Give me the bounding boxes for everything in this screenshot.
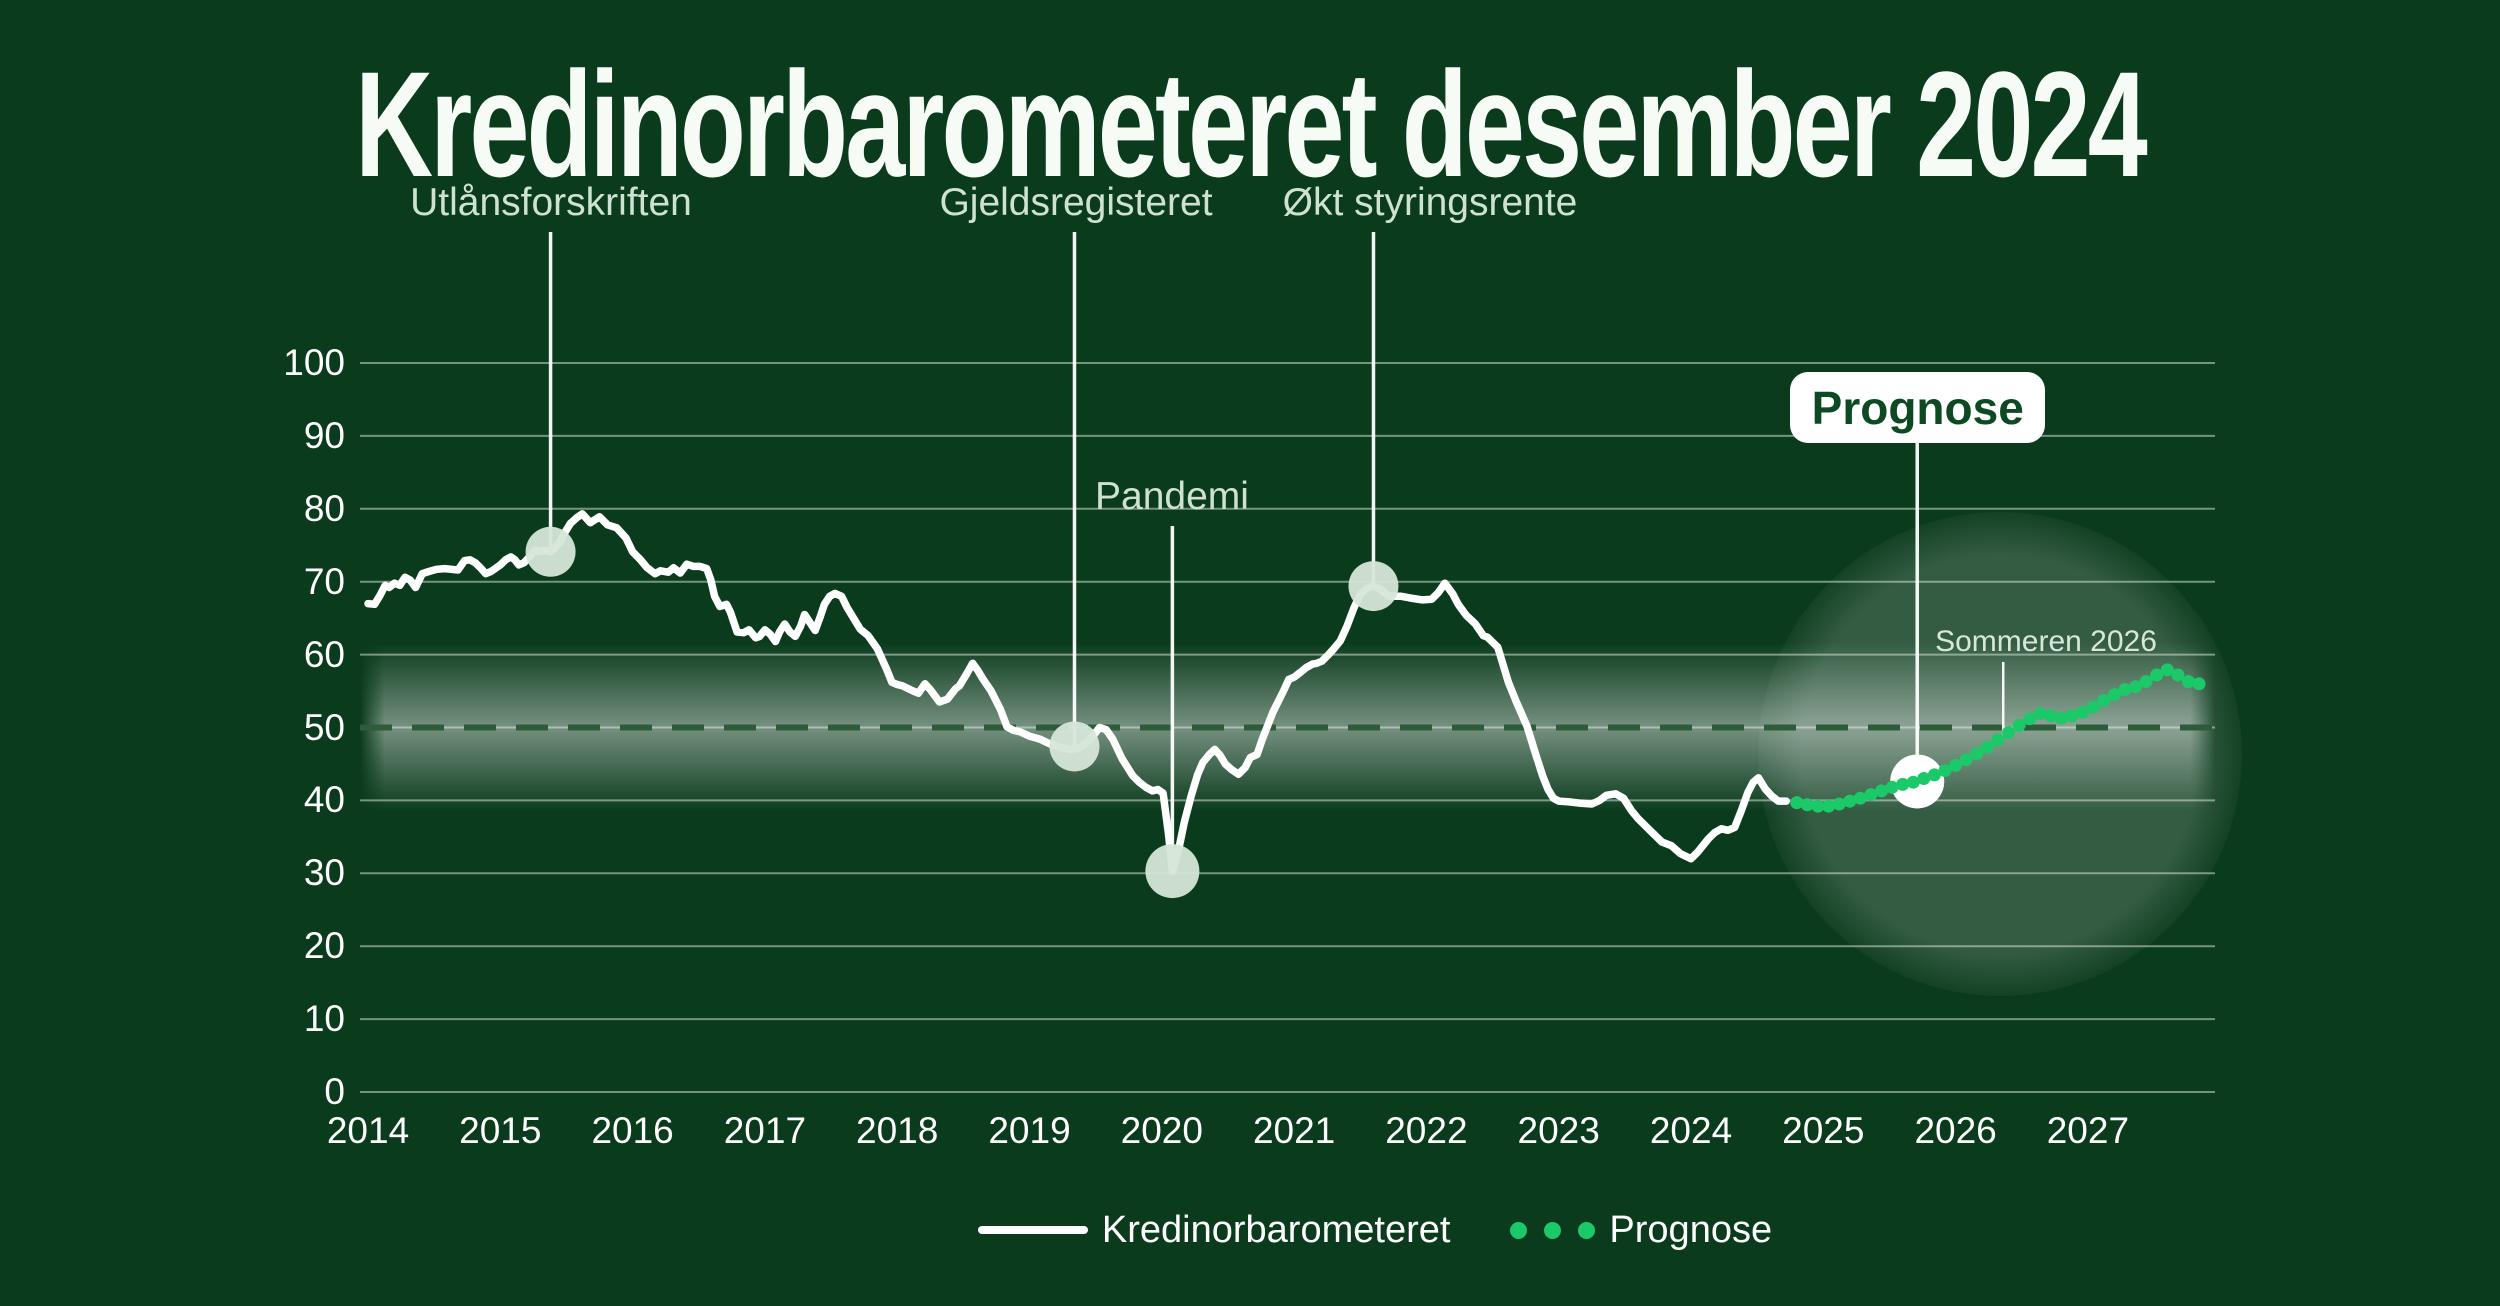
annotation-label-pandemi: Pandemi <box>1095 475 1249 518</box>
x-tick-label-2023: 2023 <box>1517 1110 1600 1151</box>
x-tick-label-2021: 2021 <box>1252 1110 1336 1151</box>
x-tick-label-2027: 2027 <box>2046 1110 2130 1151</box>
x-tick-label-2017: 2017 <box>723 1110 807 1151</box>
prognose-dot <box>2076 705 2090 719</box>
y-tick-label-10: 10 <box>303 998 345 1040</box>
y-tick-label-90: 90 <box>303 414 345 456</box>
prognose-dot <box>1843 794 1857 808</box>
event-marker-okt-styringsrente <box>1348 561 1399 612</box>
dotted-line-swatch-icon <box>1510 1221 1596 1239</box>
prognose-dot <box>1917 772 1931 785</box>
prognose-dot <box>1927 768 1941 782</box>
prognose-dot <box>1885 780 1899 794</box>
x-tick-label-2016: 2016 <box>591 1110 674 1151</box>
prognose-dot <box>2171 668 2185 682</box>
y-tick-label-20: 20 <box>303 925 345 967</box>
solid-line-swatch-icon <box>977 1226 1088 1234</box>
legend: Kredinorbarometeret Prognose <box>0 1198 2500 1262</box>
prognose-dot <box>2129 680 2142 694</box>
annotation-label-utlansforskriften: Utlånsforskriften <box>410 181 692 224</box>
event-marker-gjeldsregisteret <box>1049 721 1100 772</box>
prognose-dot <box>1938 764 1952 777</box>
page-title: Kredinorbarometeret desember 2024 <box>355 40 2148 208</box>
annotation-label-sommeren-2026: Sommeren 2026 <box>1935 625 2157 658</box>
prognose-dot <box>1991 733 2005 747</box>
x-tick-label-2024: 2024 <box>1649 1110 1733 1151</box>
prognose-dot <box>1980 740 1994 754</box>
prognose-dot <box>1875 784 1888 798</box>
prognose-dot <box>2160 663 2174 677</box>
y-tick-label-100: 100 <box>283 342 345 383</box>
x-tick-label-2014: 2014 <box>326 1110 410 1151</box>
prognose-dot <box>1970 747 1984 761</box>
prognose-dot <box>1906 775 1920 789</box>
prognose-dot <box>2192 677 2206 691</box>
y-tick-label-70: 70 <box>303 560 345 602</box>
x-tick-label-2026: 2026 <box>1914 1110 1997 1151</box>
prognose-dot <box>1800 798 1814 812</box>
x-tick-label-2018: 2018 <box>856 1110 939 1151</box>
prognose-dot <box>2139 675 2153 689</box>
prognose-dot <box>2044 709 2058 723</box>
legend-item-kredinorbarometeret: Kredinorbarometeret <box>977 1208 1451 1252</box>
prognose-dot <box>2033 707 2047 721</box>
prognose-dot <box>2107 688 2121 702</box>
prognose-dot <box>1949 758 1963 772</box>
annotation-label-gjeldsregisteret: Gjeldsregisteret <box>939 181 1213 224</box>
y-tick-label-40: 40 <box>303 779 345 821</box>
prognose-dot <box>2150 668 2164 682</box>
x-tick-label-2022: 2022 <box>1385 1110 1468 1151</box>
prognose-dot <box>1853 791 1867 805</box>
prognose-dot <box>2097 694 2111 707</box>
prognose-dot <box>1811 799 1825 813</box>
prognose-dot <box>1832 797 1846 811</box>
forecast-spotlight-circle <box>1758 512 2242 996</box>
legend-label: Kredinorbarometeret <box>1101 1208 1451 1251</box>
prognose-dot <box>1790 796 1804 810</box>
prognose-dot <box>2118 683 2132 697</box>
prognose-dot <box>2012 718 2026 732</box>
y-tick-label-50: 50 <box>303 706 345 748</box>
event-marker-utlansforskriften <box>525 526 576 577</box>
prognose-dot <box>2181 675 2195 689</box>
y-tick-label-80: 80 <box>303 487 345 529</box>
prognose-dot <box>1822 799 1836 813</box>
prognose-dot <box>2002 726 2015 740</box>
prognose-dot <box>2054 711 2068 725</box>
prognose-badge: Prognose <box>1790 372 2046 443</box>
prognose-dot <box>2023 712 2037 726</box>
x-tick-label-2019: 2019 <box>988 1110 1071 1151</box>
x-tick-label-2015: 2015 <box>459 1110 542 1151</box>
legend-item-prognose: Prognose <box>1510 1209 1772 1252</box>
prognose-dot <box>2086 700 2100 714</box>
prognose-dot <box>2065 709 2079 723</box>
y-tick-label-60: 60 <box>303 633 345 675</box>
x-tick-label-2020: 2020 <box>1120 1110 1203 1151</box>
x-tick-label-2025: 2025 <box>1782 1110 1865 1151</box>
event-marker-pandemi <box>1145 844 1200 899</box>
y-tick-label-30: 30 <box>303 852 345 894</box>
y-tick-label-0: 0 <box>324 1071 345 1112</box>
prognose-dot <box>1896 777 1910 791</box>
annotation-label-okt-styringsrente: Økt styringsrente <box>1282 181 1578 224</box>
prognose-dot <box>1959 753 1973 767</box>
prognose-dot <box>1864 788 1878 802</box>
legend-label: Prognose <box>1609 1208 1773 1251</box>
kredinorbarometeret-line <box>364 510 1791 875</box>
